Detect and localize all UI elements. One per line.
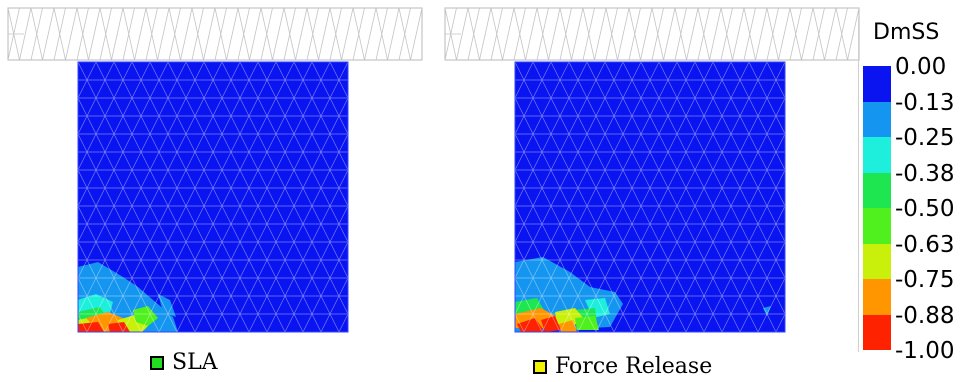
- force-release-swatch: [533, 359, 547, 374]
- sla-swatch: [150, 355, 164, 370]
- colorbar-band: [863, 137, 891, 173]
- panel-force-release: [444, 7, 860, 333]
- colorbar-band: [863, 208, 891, 244]
- legend-tick-7: -0.88: [895, 303, 955, 329]
- colorbar-band: [863, 66, 891, 102]
- legend-tick-3: -0.38: [895, 161, 955, 187]
- colorbar-band: [863, 101, 891, 137]
- legend-tick-6: -0.75: [895, 267, 955, 293]
- block-outline: [77, 61, 349, 333]
- caption-force-release-label: Force Release: [555, 354, 713, 379]
- legend-title: DmSS: [873, 20, 940, 45]
- colorbar-band: [863, 314, 891, 350]
- colorbar-band: [863, 243, 891, 279]
- colorbar-band: [863, 172, 891, 208]
- damage-patch: [78, 322, 104, 332]
- legend-tick-8: -1.00: [895, 338, 955, 364]
- caption-sla-label: SLA: [172, 350, 218, 375]
- damage-patch: [575, 316, 599, 330]
- legend-tick-1: -0.13: [895, 90, 955, 116]
- colorbar-band: [863, 279, 891, 315]
- block-outline: [514, 61, 786, 333]
- top-plate: [444, 7, 860, 61]
- damage-patch: [133, 306, 158, 326]
- colorbar-legend: DmSS 0.00 -0.13 -0.25 -0.38 -0.50 -0.63 …: [858, 18, 963, 363]
- top-plate: [7, 7, 423, 61]
- damage-patch: [158, 294, 176, 317]
- damage-patch: [517, 318, 545, 332]
- legend-tick-4: -0.50: [895, 196, 955, 222]
- legend-tick-0: 0.00: [895, 54, 947, 80]
- colorbar: [863, 66, 891, 350]
- caption-force-release: Force Release: [533, 354, 712, 379]
- legend-tick-2: -0.25: [895, 125, 955, 151]
- panel-sla: [7, 7, 423, 333]
- damage-patch: [108, 322, 130, 332]
- damage-patch: [541, 316, 561, 332]
- damage-patch: [559, 320, 577, 332]
- top-plate-mesh: [444, 7, 860, 61]
- top-plate-mesh: [7, 7, 423, 61]
- caption-sla: SLA: [150, 350, 218, 375]
- legend-tick-5: -0.63: [895, 232, 955, 258]
- damage-patch: [763, 306, 771, 316]
